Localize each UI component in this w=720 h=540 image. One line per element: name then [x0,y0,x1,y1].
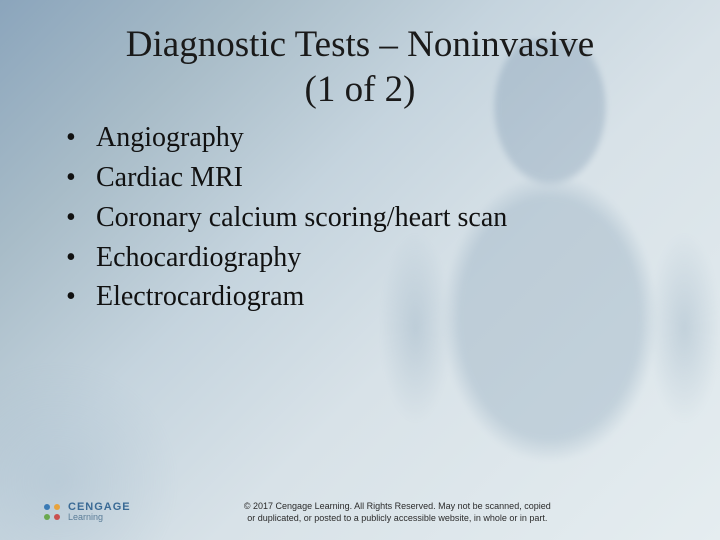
bullet-item: Cardiac MRI [66,158,672,198]
logo-text: CENGAGE Learning [68,502,131,522]
bullet-text: Cardiac MRI [96,162,243,193]
bullet-text: Echocardiography [96,242,301,273]
bullet-item: Electrocardiogram [66,277,672,317]
title-line-2: (1 of 2) [305,69,416,110]
title-line-1: Diagnostic Tests – Noninvasive [126,24,594,65]
copyright-line-1: © 2017 Cengage Learning. All Rights Rese… [244,501,551,511]
bullet-item: Angiography [66,118,672,158]
bullet-list: Angiography Cardiac MRI Coronary calcium… [66,118,672,317]
logo-mark-icon [42,502,62,522]
slide-container: Diagnostic Tests – Noninvasive (1 of 2) … [0,0,720,540]
publisher-logo: CENGAGE Learning [42,502,131,522]
slide-footer: CENGAGE Learning © 2017 Cengage Learning… [0,500,720,524]
copyright-line-2: or duplicated, or posted to a publicly a… [247,513,547,523]
bullet-item: Echocardiography [66,238,672,278]
bullet-text: Angiography [96,122,244,153]
bullet-item: Coronary calcium scoring/heart scan [66,198,672,238]
slide-title: Diagnostic Tests – Noninvasive (1 of 2) [48,22,672,112]
logo-subbrand: Learning [68,513,131,522]
bullet-text: Coronary calcium scoring/heart scan [96,202,507,233]
bullet-text: Electrocardiogram [96,281,304,312]
copyright-text: © 2017 Cengage Learning. All Rights Rese… [131,500,678,524]
